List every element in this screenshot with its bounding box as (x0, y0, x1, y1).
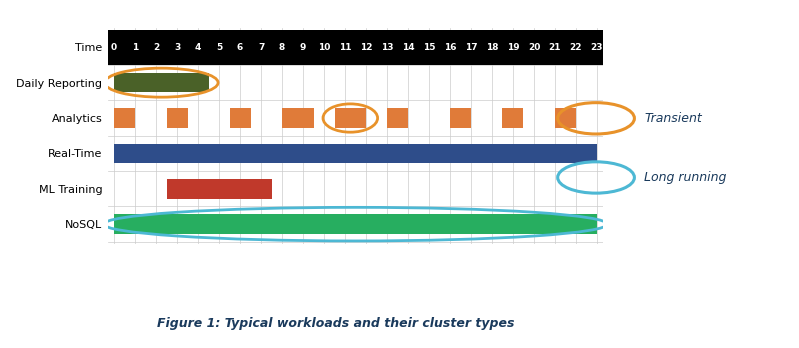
Bar (114, 73, 209, 92)
Text: Figure 1: Typical workloads and their cluster types: Figure 1: Typical workloads and their cl… (157, 317, 515, 330)
Bar (114, 214, 597, 234)
Text: 3: 3 (174, 43, 181, 52)
Text: 10: 10 (318, 43, 330, 52)
Text: 13: 13 (381, 43, 393, 52)
Text: 19: 19 (507, 43, 519, 52)
Text: 1: 1 (132, 43, 138, 52)
Bar (335, 108, 366, 128)
Bar (167, 179, 272, 198)
Text: 23: 23 (590, 43, 603, 52)
Text: 9: 9 (300, 43, 306, 52)
Text: 0: 0 (111, 43, 117, 52)
Text: Long running: Long running (644, 171, 726, 184)
Text: 7: 7 (258, 43, 264, 52)
Text: 12: 12 (360, 43, 372, 52)
Bar (229, 108, 251, 128)
Bar (503, 108, 523, 128)
Bar (555, 108, 576, 128)
Text: Transient: Transient (644, 112, 702, 125)
Text: 17: 17 (465, 43, 477, 52)
Text: 4: 4 (195, 43, 201, 52)
Text: 22: 22 (570, 43, 582, 52)
Bar (387, 108, 408, 128)
Text: 6: 6 (237, 43, 243, 52)
Text: 11: 11 (339, 43, 352, 52)
Bar (114, 108, 135, 128)
Bar (114, 144, 597, 163)
Text: 14: 14 (402, 43, 415, 52)
Bar (167, 108, 188, 128)
Text: 16: 16 (443, 43, 456, 52)
Bar (282, 108, 313, 128)
Text: 2: 2 (153, 43, 159, 52)
Text: 20: 20 (528, 43, 540, 52)
Text: 8: 8 (279, 43, 285, 52)
Bar (108, 30, 603, 65)
Text: 21: 21 (549, 43, 561, 52)
Text: 5: 5 (216, 43, 222, 52)
Text: 18: 18 (486, 43, 499, 52)
Bar (450, 108, 471, 128)
Text: 15: 15 (423, 43, 435, 52)
